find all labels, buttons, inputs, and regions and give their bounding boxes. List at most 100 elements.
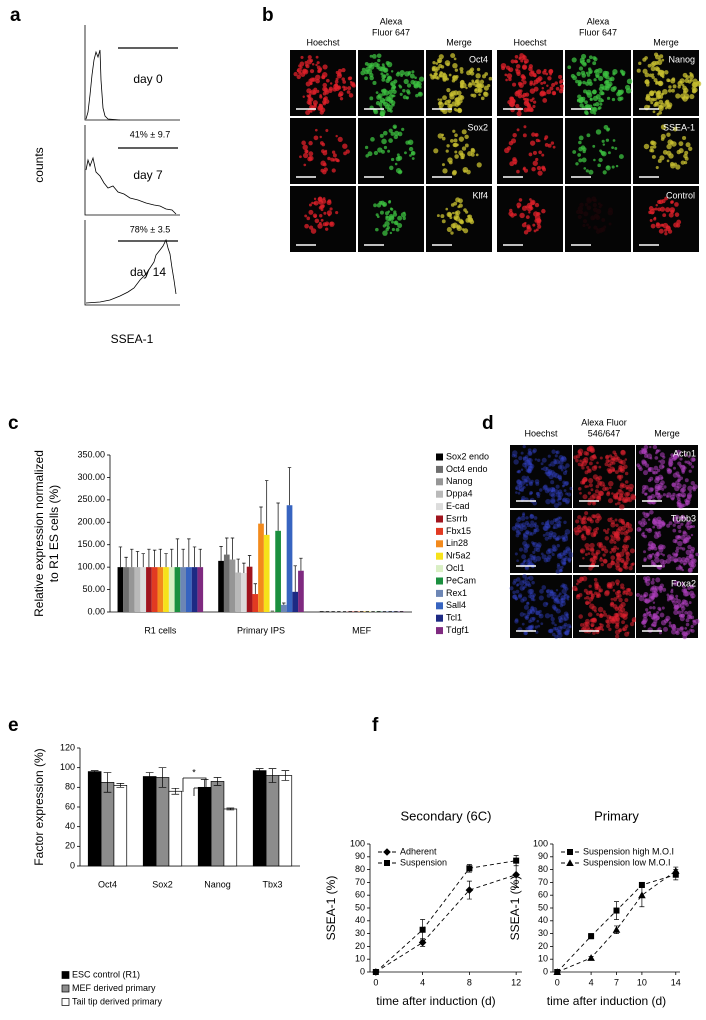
- cell-signal: [596, 227, 599, 231]
- cell-signal: [540, 462, 544, 466]
- cell-signal: [555, 608, 561, 614]
- cell-signal: [526, 601, 530, 606]
- cell-signal: [672, 538, 677, 543]
- cell-signal: [371, 54, 377, 59]
- cell-signal: [589, 519, 594, 524]
- cell-signal: [524, 520, 530, 526]
- cell-signal: [558, 74, 563, 79]
- cell-signal: [593, 158, 596, 162]
- cell-signal: [609, 458, 615, 463]
- cell-signal: [582, 149, 586, 154]
- cell-signal: [668, 521, 673, 526]
- cell-signal: [656, 516, 662, 522]
- cell-signal: [692, 525, 696, 528]
- cell-signal: [619, 468, 623, 472]
- marker: [466, 865, 473, 872]
- y-tick-label: 50.00: [82, 584, 105, 594]
- cell-signal: [465, 86, 468, 90]
- cell-signal: [522, 167, 526, 171]
- cell-signal: [442, 168, 448, 174]
- cell-signal: [661, 606, 665, 610]
- cell-signal: [664, 196, 669, 201]
- legend-swatch: [436, 627, 443, 635]
- cell-signal: [565, 546, 571, 552]
- cell-signal: [456, 90, 462, 96]
- cell-signal: [516, 479, 521, 484]
- legend-label: Nr5a2: [446, 551, 471, 561]
- cell-signal: [512, 450, 518, 456]
- cell-signal: [661, 70, 665, 74]
- micrograph: [358, 118, 424, 184]
- cell-signal: [522, 485, 526, 489]
- series-line: [557, 870, 677, 973]
- cell-signal: [563, 611, 569, 617]
- x-axis-label: time after induction (d): [376, 994, 495, 1008]
- cell-signal: [675, 471, 680, 476]
- legend-swatch: [436, 453, 443, 461]
- y-axis-label: SSEA-1 (%): [508, 876, 522, 941]
- cell-signal: [335, 134, 338, 138]
- cell-signal: [393, 126, 397, 129]
- cell-signal: [654, 478, 660, 484]
- cell-signal: [559, 603, 564, 608]
- cell-signal: [563, 631, 567, 635]
- cell-signal: [338, 68, 343, 73]
- cell-signal: [618, 495, 624, 501]
- cell-signal: [514, 619, 519, 624]
- cell-signal: [628, 591, 633, 597]
- cell-signal: [606, 127, 611, 131]
- cell-signal: [383, 89, 387, 93]
- cell-signal: [386, 75, 393, 81]
- cell-signal: [696, 81, 701, 85]
- marker: [588, 933, 595, 940]
- cell-signal: [652, 525, 656, 529]
- cell-signal: [533, 547, 538, 552]
- cell-signal: [624, 598, 629, 603]
- cell-signal: [521, 475, 527, 481]
- cell-signal: [327, 213, 331, 217]
- cell-signal: [619, 460, 624, 465]
- cell-signal: [522, 55, 527, 60]
- cell-signal: [650, 580, 655, 585]
- cell-signal: [389, 109, 393, 113]
- cell-signal: [308, 225, 314, 230]
- marker: [419, 926, 426, 933]
- cell-signal: [591, 559, 597, 564]
- cell-signal: [604, 530, 609, 535]
- cell-signal: [596, 515, 602, 521]
- cell-signal: [593, 103, 597, 107]
- cell-signal: [314, 128, 318, 132]
- cell-signal: [524, 577, 529, 581]
- cell-signal: [463, 169, 467, 173]
- cell-signal: [530, 555, 536, 561]
- panel-letter: f: [372, 715, 379, 736]
- cell-signal: [608, 222, 612, 226]
- cell-signal: [370, 137, 375, 142]
- cell-signal: [560, 584, 563, 588]
- bar: [252, 594, 259, 612]
- column-header: Merge: [653, 37, 679, 47]
- cell-signal: [656, 112, 660, 116]
- cell-signal: [304, 214, 308, 218]
- cell-signal: [543, 525, 549, 532]
- cell-signal: [304, 149, 309, 154]
- cell-signal: [677, 474, 681, 479]
- cell-signal: [351, 82, 355, 86]
- cell-signal: [521, 78, 524, 82]
- y-tick-label: 80: [355, 864, 365, 874]
- cell-signal: [602, 553, 606, 557]
- cell-signal: [608, 480, 614, 487]
- cell-signal: [652, 444, 658, 450]
- cell-signal: [584, 485, 588, 489]
- legend-swatch: [436, 614, 443, 622]
- cell-signal: [622, 564, 627, 569]
- cell-signal: [375, 91, 379, 94]
- cell-signal: [522, 445, 526, 449]
- cell-signal: [556, 565, 561, 570]
- cell-signal: [377, 58, 381, 63]
- cell-signal: [639, 528, 642, 531]
- legend-swatch: [436, 465, 443, 473]
- cell-signal: [625, 535, 631, 541]
- cell-signal: [456, 143, 459, 147]
- cell-signal: [619, 612, 624, 618]
